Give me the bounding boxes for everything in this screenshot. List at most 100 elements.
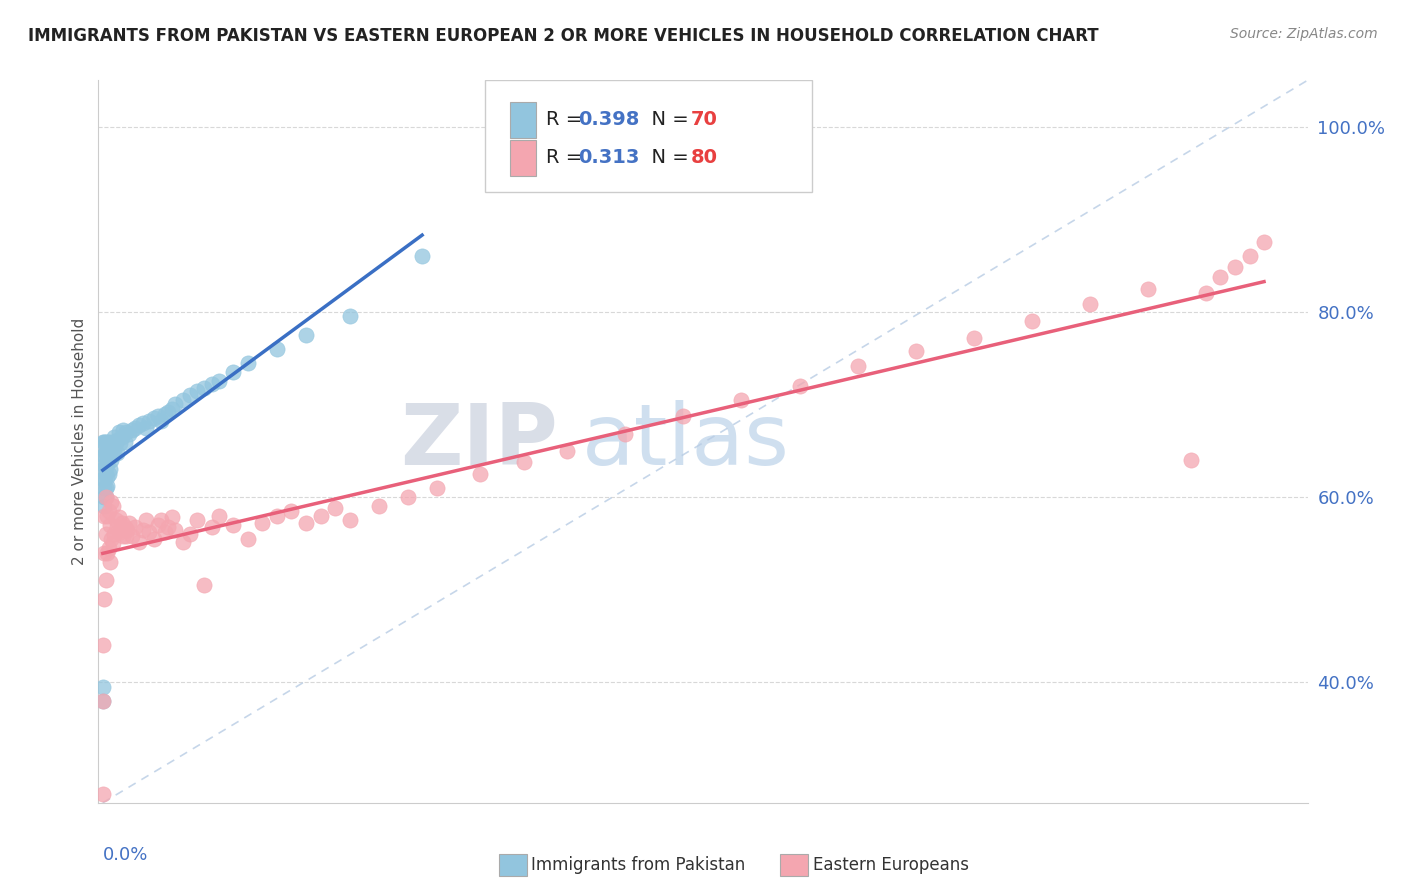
Point: [93, 449, 115, 463]
Point: [100, 494, 122, 508]
Text: 0.398: 0.398: [578, 110, 640, 128]
Point: [222, 517, 245, 532]
Point: [165, 397, 187, 411]
Point: [93, 434, 115, 449]
Point: [157, 405, 180, 419]
Point: [101, 500, 124, 514]
Point: [128, 417, 150, 432]
FancyBboxPatch shape: [509, 140, 536, 177]
Text: N =: N =: [638, 110, 695, 128]
Point: [135, 513, 157, 527]
Point: [1195, 286, 1218, 301]
Point: [149, 513, 172, 527]
Point: [963, 331, 986, 345]
Point: [91, 472, 114, 486]
Point: [91, 434, 114, 449]
Point: [153, 407, 176, 421]
Point: [94, 481, 117, 495]
Point: [97, 467, 120, 481]
Point: [172, 534, 194, 549]
Point: [91, 449, 114, 463]
Point: [146, 517, 169, 532]
Point: [124, 420, 146, 434]
Point: [94, 490, 117, 504]
Point: [411, 249, 433, 263]
Text: Source: ZipAtlas.com: Source: ZipAtlas.com: [1230, 27, 1378, 41]
Point: [108, 525, 131, 540]
Point: [162, 510, 184, 524]
Point: [105, 433, 128, 447]
Point: [132, 416, 155, 430]
Point: [266, 508, 288, 523]
Point: [98, 434, 121, 449]
Point: [111, 516, 134, 530]
Point: [1239, 249, 1261, 263]
Point: [105, 520, 128, 534]
Point: [266, 342, 288, 356]
Point: [186, 513, 208, 527]
Point: [91, 787, 114, 801]
Point: [93, 458, 115, 472]
Text: 0.313: 0.313: [578, 148, 640, 167]
Text: R =: R =: [546, 110, 588, 128]
Point: [162, 402, 184, 417]
Text: R =: R =: [546, 148, 588, 167]
Point: [97, 504, 120, 518]
Point: [103, 527, 125, 541]
Point: [201, 377, 224, 392]
Point: [91, 462, 114, 476]
Point: [252, 516, 274, 530]
Point: [93, 472, 115, 486]
Point: [104, 436, 127, 450]
Point: [118, 427, 141, 442]
Point: [105, 445, 128, 459]
Text: 0.0%: 0.0%: [103, 847, 148, 864]
FancyBboxPatch shape: [485, 80, 811, 193]
Point: [396, 490, 419, 504]
Point: [93, 546, 115, 560]
Point: [1253, 235, 1275, 250]
Point: [96, 546, 118, 560]
Point: [93, 508, 115, 523]
Point: [124, 520, 146, 534]
Text: ZIP: ZIP: [401, 400, 558, 483]
Point: [1021, 314, 1043, 328]
Point: [91, 680, 114, 694]
Text: IMMIGRANTS FROM PAKISTAN VS EASTERN EUROPEAN 2 OR MORE VEHICLES IN HOUSEHOLD COR: IMMIGRANTS FROM PAKISTAN VS EASTERN EURO…: [28, 27, 1098, 45]
Point: [142, 411, 165, 425]
Point: [121, 424, 143, 438]
Text: N =: N =: [638, 148, 695, 167]
Point: [101, 536, 124, 550]
Point: [91, 694, 114, 708]
Point: [98, 449, 121, 463]
Point: [117, 523, 139, 537]
Point: [93, 500, 115, 514]
Point: [1136, 282, 1159, 296]
Point: [172, 392, 194, 407]
Point: [96, 458, 118, 472]
Point: [114, 520, 136, 534]
Point: [94, 527, 117, 541]
Point: [132, 523, 155, 537]
Text: Immigrants from Pakistan: Immigrants from Pakistan: [531, 856, 745, 874]
Point: [93, 592, 115, 607]
Point: [94, 445, 117, 459]
Point: [98, 462, 121, 476]
Point: [846, 359, 869, 373]
Point: [193, 578, 215, 592]
Point: [614, 427, 637, 442]
Point: [91, 694, 114, 708]
Point: [98, 517, 121, 532]
Point: [101, 449, 124, 463]
Point: [470, 467, 492, 481]
Text: 80: 80: [690, 148, 718, 167]
Point: [208, 508, 231, 523]
Point: [672, 409, 695, 423]
Point: [208, 375, 231, 389]
Point: [115, 425, 138, 440]
Point: [512, 455, 534, 469]
Point: [96, 434, 118, 449]
Point: [91, 638, 114, 652]
Point: [236, 532, 259, 546]
Point: [339, 310, 361, 324]
